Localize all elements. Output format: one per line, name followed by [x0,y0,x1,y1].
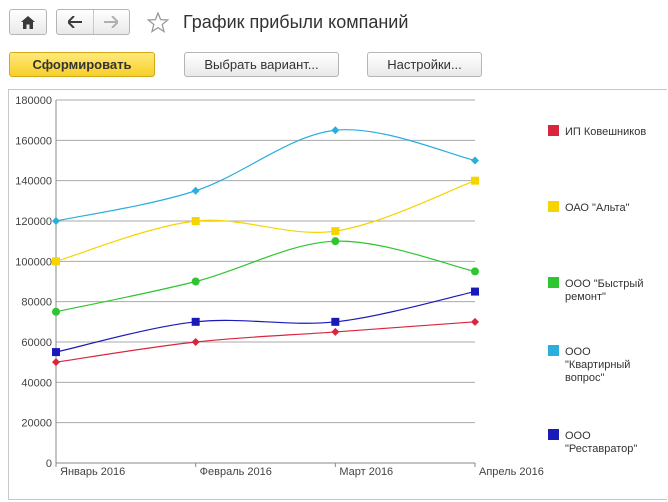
legend-label-line: вопрос" [565,372,605,384]
back-button[interactable] [57,10,93,34]
y-tick-label: 100000 [15,256,52,268]
chart-series [52,126,479,367]
data-point [191,338,200,346]
data-point [52,348,60,357]
legend-label-line: ремонт" [565,291,606,303]
legend-label-line: "Квартирный [565,359,630,371]
legend-label: ОАО "Альта" [565,202,630,214]
data-point [191,317,200,326]
data-point [191,186,200,195]
series-line [55,321,476,363]
series-line [55,180,476,262]
data-point [52,257,60,266]
y-tick-label: 40000 [21,377,52,389]
data-point [331,126,340,135]
arrow-right-icon [104,16,119,28]
series-group [52,317,479,367]
y-tick-label: 60000 [21,337,52,349]
data-point [52,358,60,367]
data-point [52,307,60,316]
home-button[interactable] [9,9,47,35]
series-group [52,287,479,357]
forward-button[interactable] [94,10,130,34]
series-group [52,237,479,316]
x-tick-label: Март 2016 [339,466,393,478]
data-point [471,267,479,276]
legend-label-line: ООО [565,346,591,358]
data-point [52,217,60,225]
data-point [471,287,479,296]
legend-swatch [548,125,559,136]
y-tick-label: 80000 [21,297,52,309]
history-navigation [56,9,130,35]
data-point [331,317,340,326]
select-variant-button[interactable]: Выбрать вариант... [184,52,339,77]
x-tick-label: Январь 2016 [60,466,125,478]
settings-button[interactable]: Настройки... [367,52,482,77]
data-point [191,277,200,286]
data-point [471,156,479,165]
legend-label-line: ООО [565,430,591,442]
x-tick-label: Апрель 2016 [479,466,544,478]
chart-grid [55,99,475,464]
y-tick-label: 0 [46,458,52,470]
data-point [471,176,479,185]
y-tick-label: 180000 [15,95,52,107]
legend-swatch [548,201,559,212]
chart-frame [8,89,667,500]
nav-separator [92,10,94,34]
legend-label-line: "Реставратор" [565,443,637,455]
favorite-button[interactable] [146,9,170,35]
x-tick-label: Февраль 2016 [200,466,272,478]
legend-swatch [548,345,559,356]
star-icon [147,11,169,33]
y-tick-label: 160000 [15,135,52,147]
legend-swatch [548,277,559,288]
series-line [55,290,476,353]
page-title: График прибыли компаний [183,12,409,32]
series-group [52,176,479,266]
legend-label: ООО "Реставратор" [565,430,637,455]
series-group [52,126,479,225]
x-axis: Январь 2016 Февраль 2016 Март 2016 Апрель 2… [55,463,544,478]
series-line [55,129,476,222]
legend-label: ООО "Квартирный вопрос" [565,346,630,384]
series-line [55,240,476,313]
generate-button[interactable]: Сформировать [9,52,155,77]
home-icon [21,15,35,29]
y-tick-label: 120000 [15,216,52,228]
data-point [331,237,340,246]
legend-label: ООО "Быстрый ремонт" [565,278,643,303]
legend-swatch [548,429,559,440]
legend-label-line: ИП Ковешников [565,126,646,138]
y-axis: 0 20000 40000 60000 80000 100000 120000 140000 1… [15,95,52,470]
y-tick-label: 140000 [15,176,52,188]
legend-label-line: ООО "Быстрый [565,278,643,290]
data-point [331,227,340,236]
data-point [331,327,340,336]
chart-legend: ИП Ковешников ОАО "Альта" ООО "Быстрый ремо… [548,125,646,455]
data-point [471,317,479,326]
y-tick-label: 20000 [21,418,52,430]
legend-label: ИП Ковешников [565,126,646,138]
legend-label-line: ОАО "Альта" [565,202,630,214]
arrow-left-icon [67,16,82,28]
data-point [191,217,200,225]
